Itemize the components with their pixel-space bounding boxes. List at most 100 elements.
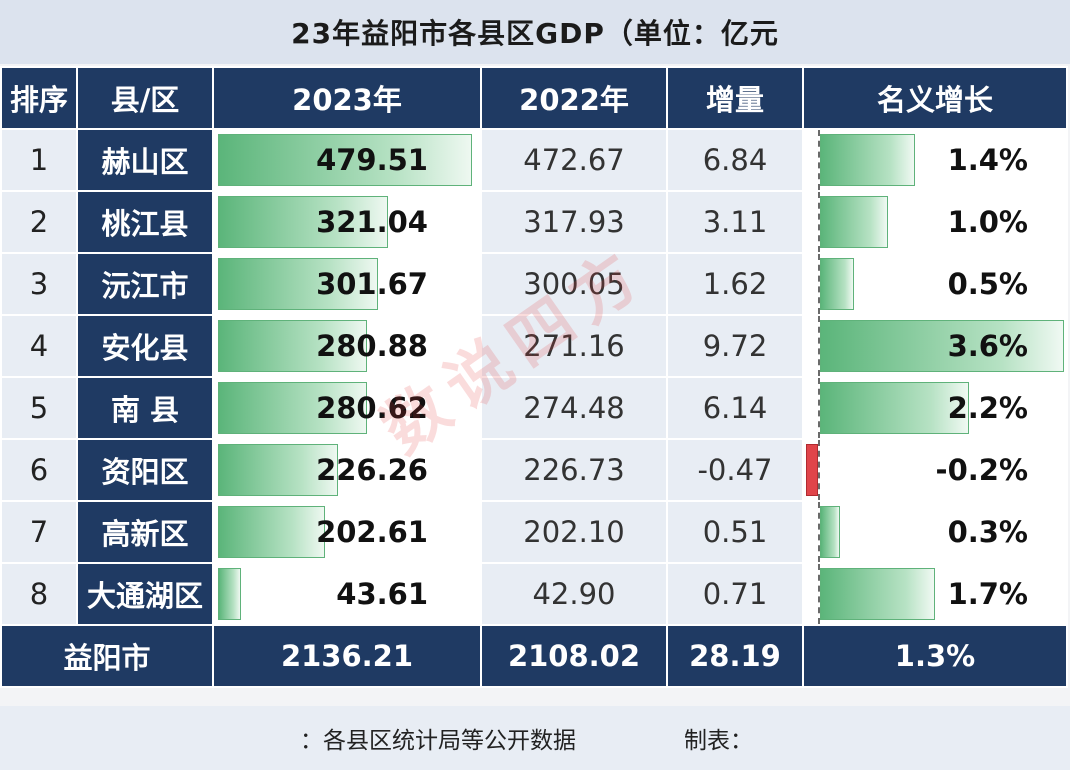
growth-value: 1.7% [947,577,1028,611]
growth-axis-line [818,193,820,251]
gdp-2023-bar [218,258,378,310]
gdp-2023-cell: 226.26 [212,438,482,502]
growth-negative-bar [806,444,818,496]
growth-value: 2.2% [947,391,1028,425]
growth-value: 1.0% [947,205,1028,239]
table-row: 4 安化县 280.88 271.16 9.72 3.6% [0,314,1068,378]
gdp-2023-bar [218,320,367,372]
growth-axis-line [818,441,820,499]
increase-cell: 9.72 [666,314,804,378]
gdp-2023-value: 321.04 [316,205,428,239]
rank-cell: 4 [0,314,78,378]
total-increase: 28.19 [666,624,804,688]
total-row: 益阳市 2136.21 2108.02 28.19 1.3% [0,624,1068,688]
table-row: 6 资阳区 226.26 226.73 -0.47 -0.2% [0,438,1068,502]
growth-cell: 2.2% [802,376,1068,440]
growth-value: 0.5% [947,267,1028,301]
growth-axis-line [818,379,820,437]
increase-cell: -0.47 [666,438,804,502]
growth-cell: 1.0% [802,190,1068,254]
county-cell: 资阳区 [76,438,214,502]
gdp-2022-cell: 202.10 [480,500,668,564]
gdp-2023-value: 280.62 [316,391,428,425]
growth-cell: -0.2% [802,438,1068,502]
growth-bar [820,196,888,248]
increase-cell: 6.14 [666,376,804,440]
gdp-table: 排序 县/区 2023年 2022年 增量 名义增长 1 赫山区 479.51 472… [0,66,1068,688]
gdp-2023-value: 226.26 [316,453,428,487]
gdp-2023-value: 301.67 [316,267,428,301]
growth-cell: 0.5% [802,252,1068,316]
gdp-2023-bar [218,568,242,620]
growth-cell: 3.6% [802,314,1068,378]
gdp-2023-cell: 280.62 [212,376,482,440]
growth-bar [820,382,970,434]
total-label: 益阳市 [0,624,214,688]
gdp-2023-value: 479.51 [316,143,428,177]
total-growth: 1.3% [802,624,1068,688]
table-title: 23年益阳市各县区GDP（单位：亿元 [291,17,779,50]
rank-cell: 7 [0,500,78,564]
gdp-2023-cell: 321.04 [212,190,482,254]
header-increase: 增量 [666,66,804,130]
gdp-2023-value: 43.61 [336,577,428,611]
county-cell: 安化县 [76,314,214,378]
gdp-2022-cell: 472.67 [480,128,668,192]
gdp-2022-cell: 274.48 [480,376,668,440]
footer-maker: 制表： [684,728,753,754]
gdp-2023-cell: 280.88 [212,314,482,378]
growth-cell: 1.4% [802,128,1068,192]
increase-cell: 3.11 [666,190,804,254]
gdp-2023-value: 280.88 [316,329,428,363]
rank-cell: 3 [0,252,78,316]
gdp-2023-bar [218,382,367,434]
gdp-2023-cell: 43.61 [212,562,482,626]
growth-value: 3.6% [947,329,1028,363]
header-county: 县/区 [76,66,214,130]
county-cell: 沅江市 [76,252,214,316]
growth-axis-line [818,255,820,313]
gdp-2022-cell: 226.73 [480,438,668,502]
rank-cell: 1 [0,128,78,192]
gdp-2023-bar [218,444,338,496]
growth-bar [820,320,1064,372]
increase-cell: 0.51 [666,500,804,564]
header-rank: 排序 [0,66,78,130]
growth-axis-line [818,317,820,375]
county-cell: 南 县 [76,376,214,440]
gdp-2023-bar [218,134,472,186]
rank-cell: 2 [0,190,78,254]
county-cell: 赫山区 [76,128,214,192]
increase-cell: 1.62 [666,252,804,316]
rank-cell: 6 [0,438,78,502]
gdp-2022-cell: 271.16 [480,314,668,378]
gdp-2023-cell: 479.51 [212,128,482,192]
footer-source: ：各县区统计局等公开数据 [300,728,576,754]
growth-cell: 1.7% [802,562,1068,626]
increase-cell: 0.71 [666,562,804,626]
growth-bar [820,568,936,620]
gdp-2022-cell: 317.93 [480,190,668,254]
growth-bar [820,506,841,558]
gdp-2023-bar [218,506,326,558]
rank-cell: 5 [0,376,78,440]
growth-cell: 0.3% [802,500,1068,564]
growth-value: 0.3% [947,515,1028,549]
header-growth: 名义增长 [802,66,1068,130]
footer: ：各县区统计局等公开数据 制表： [0,706,1070,770]
growth-axis-line [818,565,820,623]
growth-value: -0.2% [935,453,1028,487]
increase-cell: 6.84 [666,128,804,192]
county-cell: 高新区 [76,500,214,564]
growth-value: 1.4% [947,143,1028,177]
header-gdp-2023: 2023年 [212,66,482,130]
total-gdp-2022: 2108.02 [480,624,668,688]
table-row: 2 桃江县 321.04 317.93 3.11 1.0% [0,190,1068,254]
gdp-2023-cell: 202.61 [212,500,482,564]
growth-bar [820,134,915,186]
header-gdp-2022: 2022年 [480,66,668,130]
gdp-2022-cell: 42.90 [480,562,668,626]
title-bar: 23年益阳市各县区GDP（单位：亿元 [0,0,1070,64]
